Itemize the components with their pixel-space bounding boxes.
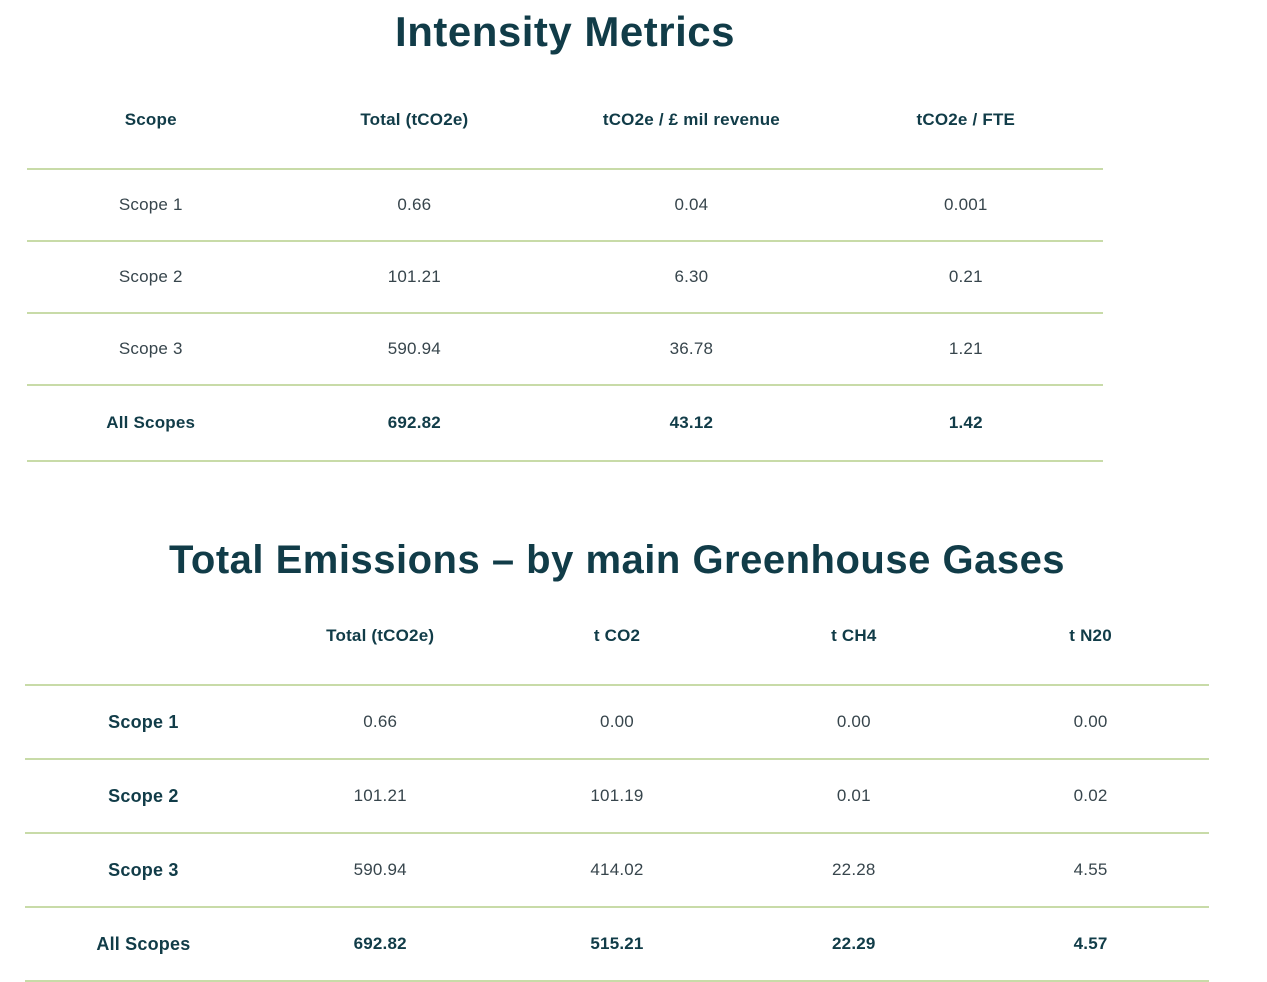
intensity-metrics-section: Intensity Metrics Scope Total (tCO2e) tCO2… (27, 6, 1103, 462)
row-label: Scope 1 (27, 169, 275, 242)
intensity-metrics-title: Intensity Metrics (395, 8, 735, 55)
cell-value: 590.94 (261, 833, 499, 908)
column-header: tCO2e / FTE (828, 58, 1103, 170)
intensity-metrics-table: Scope Total (tCO2e) tCO2e / £ mil revenue t… (27, 58, 1103, 462)
total-row: All Scopes 692.82 515.21 22.29 4.57 (25, 907, 1209, 982)
column-header: tCO2e / £ mil revenue (554, 58, 829, 170)
cell-value: 1.42 (828, 385, 1103, 462)
row-label: Scope 2 (27, 241, 275, 314)
cell-value: 515.21 (498, 907, 736, 982)
cell-value: 36.78 (554, 313, 829, 386)
cell-value: 414.02 (498, 833, 736, 908)
cell-value: 0.00 (498, 685, 736, 760)
cell-value: 4.55 (972, 833, 1209, 908)
cell-value: 22.29 (735, 907, 973, 982)
cell-value: 0.66 (261, 685, 499, 760)
cell-value: 101.19 (498, 759, 736, 834)
total-row: All Scopes 692.82 43.12 1.42 (27, 385, 1103, 462)
table-row: Scope 2 101.21 101.19 0.01 0.02 (25, 759, 1209, 834)
cell-value: 0.66 (274, 169, 555, 242)
row-label: All Scopes (27, 385, 275, 462)
cell-value: 0.02 (972, 759, 1209, 834)
greenhouse-gases-section: Total Emissions – by main Greenhouse Gas… (25, 534, 1209, 982)
cell-value: 101.21 (274, 241, 555, 314)
column-header: Total (tCO2e) (274, 58, 555, 170)
row-label: Scope 2 (25, 759, 262, 834)
cell-value: 692.82 (261, 907, 499, 982)
cell-value: 1.21 (828, 313, 1103, 386)
column-header (25, 586, 262, 686)
cell-value: 692.82 (274, 385, 555, 462)
report-page: Intensity Metrics Scope Total (tCO2e) tCO2… (0, 6, 1267, 982)
table-row: Scope 3 590.94 414.02 22.28 4.55 (25, 833, 1209, 908)
table-row: Scope 1 0.66 0.00 0.00 0.00 (25, 685, 1209, 760)
column-header: t N20 (972, 586, 1209, 686)
cell-value: 0.04 (554, 169, 829, 242)
cell-value: 0.01 (735, 759, 973, 834)
greenhouse-gases-table: Total (tCO2e) t CO2 t CH4 t N20 Scope 1 0.66… (25, 586, 1209, 982)
column-header: t CO2 (498, 586, 736, 686)
cell-value: 590.94 (274, 313, 555, 386)
cell-value: 0.00 (972, 685, 1209, 760)
column-header: Scope (27, 58, 275, 170)
cell-value: 43.12 (554, 385, 829, 462)
row-label: Scope 3 (25, 833, 262, 908)
column-header: Total (tCO2e) (261, 586, 499, 686)
table-row: Scope 2 101.21 6.30 0.21 (27, 241, 1103, 314)
table-row: Scope 1 0.66 0.04 0.001 (27, 169, 1103, 242)
row-label: Scope 1 (25, 685, 262, 760)
greenhouse-gases-title: Total Emissions – by main Greenhouse Gas… (168, 538, 1066, 582)
table-row: Scope 3 590.94 36.78 1.21 (27, 313, 1103, 386)
cell-value: 6.30 (554, 241, 829, 314)
cell-value: 0.001 (828, 169, 1103, 242)
cell-value: 22.28 (735, 833, 973, 908)
cell-value: 0.21 (828, 241, 1103, 314)
column-header: t CH4 (735, 586, 973, 686)
cell-value: 0.00 (735, 685, 973, 760)
greenhouse-gases-header-row: Total (tCO2e) t CO2 t CH4 t N20 (25, 586, 1209, 686)
intensity-metrics-header-row: Scope Total (tCO2e) tCO2e / £ mil revenue t… (27, 58, 1103, 170)
row-label: Scope 3 (27, 313, 275, 386)
cell-value: 4.57 (972, 907, 1209, 982)
row-label: All Scopes (25, 907, 262, 982)
cell-value: 101.21 (261, 759, 499, 834)
